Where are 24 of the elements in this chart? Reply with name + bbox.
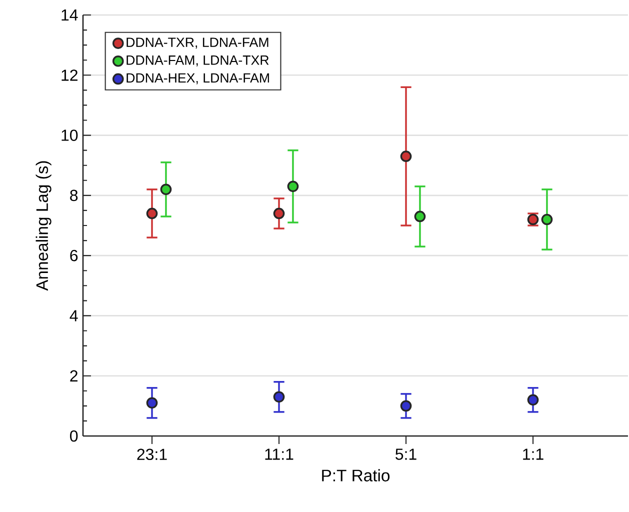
point	[146, 397, 158, 409]
y-tick-label: 10	[62, 130, 78, 141]
x-tick-label: 23:1	[137, 448, 167, 460]
legend-label: DDNA-HEX, LDNA-FAM	[126, 73, 269, 84]
y-tick-label: 12	[62, 70, 78, 81]
point	[273, 391, 285, 403]
y-tick-label: 2	[70, 370, 78, 382]
point	[273, 208, 285, 220]
x-tick-label: 5:1	[396, 448, 416, 460]
y-tick-label: 0	[70, 430, 78, 442]
y-tick-label: 6	[70, 250, 78, 262]
point	[400, 150, 412, 162]
y-tick-label: 14	[62, 10, 78, 21]
legend-label: DDNA-TXR, LDNA-FAM	[126, 38, 268, 49]
y-axis-title: Annealing Lag (s)	[36, 161, 52, 291]
point	[527, 394, 539, 406]
x-tick-label: 1:1	[523, 448, 544, 460]
x-tick-label: 11:1	[265, 448, 294, 460]
point	[400, 400, 412, 412]
legend-label: DDNA-FAM, LDNA-TXR	[126, 56, 269, 66]
y-tick-label: 8	[70, 190, 78, 202]
x-axis-title: P:T Ratio	[322, 469, 390, 482]
point	[146, 208, 158, 220]
y-tick-label: 4	[70, 310, 78, 322]
